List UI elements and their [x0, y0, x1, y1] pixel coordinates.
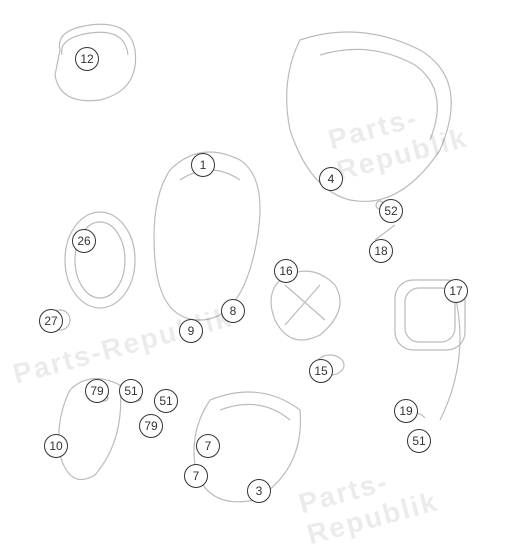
callout-12: 12 — [75, 47, 99, 71]
callout-10: 10 — [44, 434, 68, 458]
callout-circle: 52 — [379, 199, 403, 223]
callout-circle: 79 — [85, 379, 109, 403]
callout-circle: 9 — [179, 319, 203, 343]
callout-9: 9 — [179, 319, 203, 343]
callout-circle: 4 — [319, 167, 343, 191]
parts-layer — [0, 0, 518, 553]
callout-51: 51 — [154, 389, 178, 413]
callout-circle: 27 — [39, 309, 63, 333]
callout-17: 17 — [444, 279, 468, 303]
callout-circle: 12 — [75, 47, 99, 71]
callout-79: 79 — [85, 379, 109, 403]
callout-circle: 19 — [394, 399, 418, 423]
callout-circle: 1 — [191, 153, 215, 177]
callout-circle: 26 — [72, 229, 96, 253]
callout-15: 15 — [309, 359, 333, 383]
callout-circle: 51 — [154, 389, 178, 413]
callout-circle: 7 — [184, 464, 208, 488]
callout-51: 51 — [119, 379, 143, 403]
callout-7: 7 — [184, 464, 208, 488]
callout-circle: 51 — [407, 429, 431, 453]
callout-26: 26 — [72, 229, 96, 253]
callout-circle: 3 — [247, 479, 271, 503]
callout-7: 7 — [196, 434, 220, 458]
callout-circle: 15 — [309, 359, 333, 383]
callout-52: 52 — [379, 199, 403, 223]
callout-8: 8 — [221, 299, 245, 323]
callout-19: 19 — [394, 399, 418, 423]
callout-3: 3 — [247, 479, 271, 503]
callout-79: 79 — [139, 414, 163, 438]
callout-circle: 8 — [221, 299, 245, 323]
callout-18: 18 — [369, 239, 393, 263]
callout-27: 27 — [39, 309, 63, 333]
callout-circle: 18 — [369, 239, 393, 263]
callout-4: 4 — [319, 167, 343, 191]
callout-16: 16 — [274, 259, 298, 283]
callout-1: 1 — [191, 153, 215, 177]
callout-circle: 17 — [444, 279, 468, 303]
callout-circle: 7 — [196, 434, 220, 458]
callout-51: 51 — [407, 429, 431, 453]
callout-circle: 10 — [44, 434, 68, 458]
callout-circle: 51 — [119, 379, 143, 403]
callout-circle: 16 — [274, 259, 298, 283]
callout-circle: 79 — [139, 414, 163, 438]
